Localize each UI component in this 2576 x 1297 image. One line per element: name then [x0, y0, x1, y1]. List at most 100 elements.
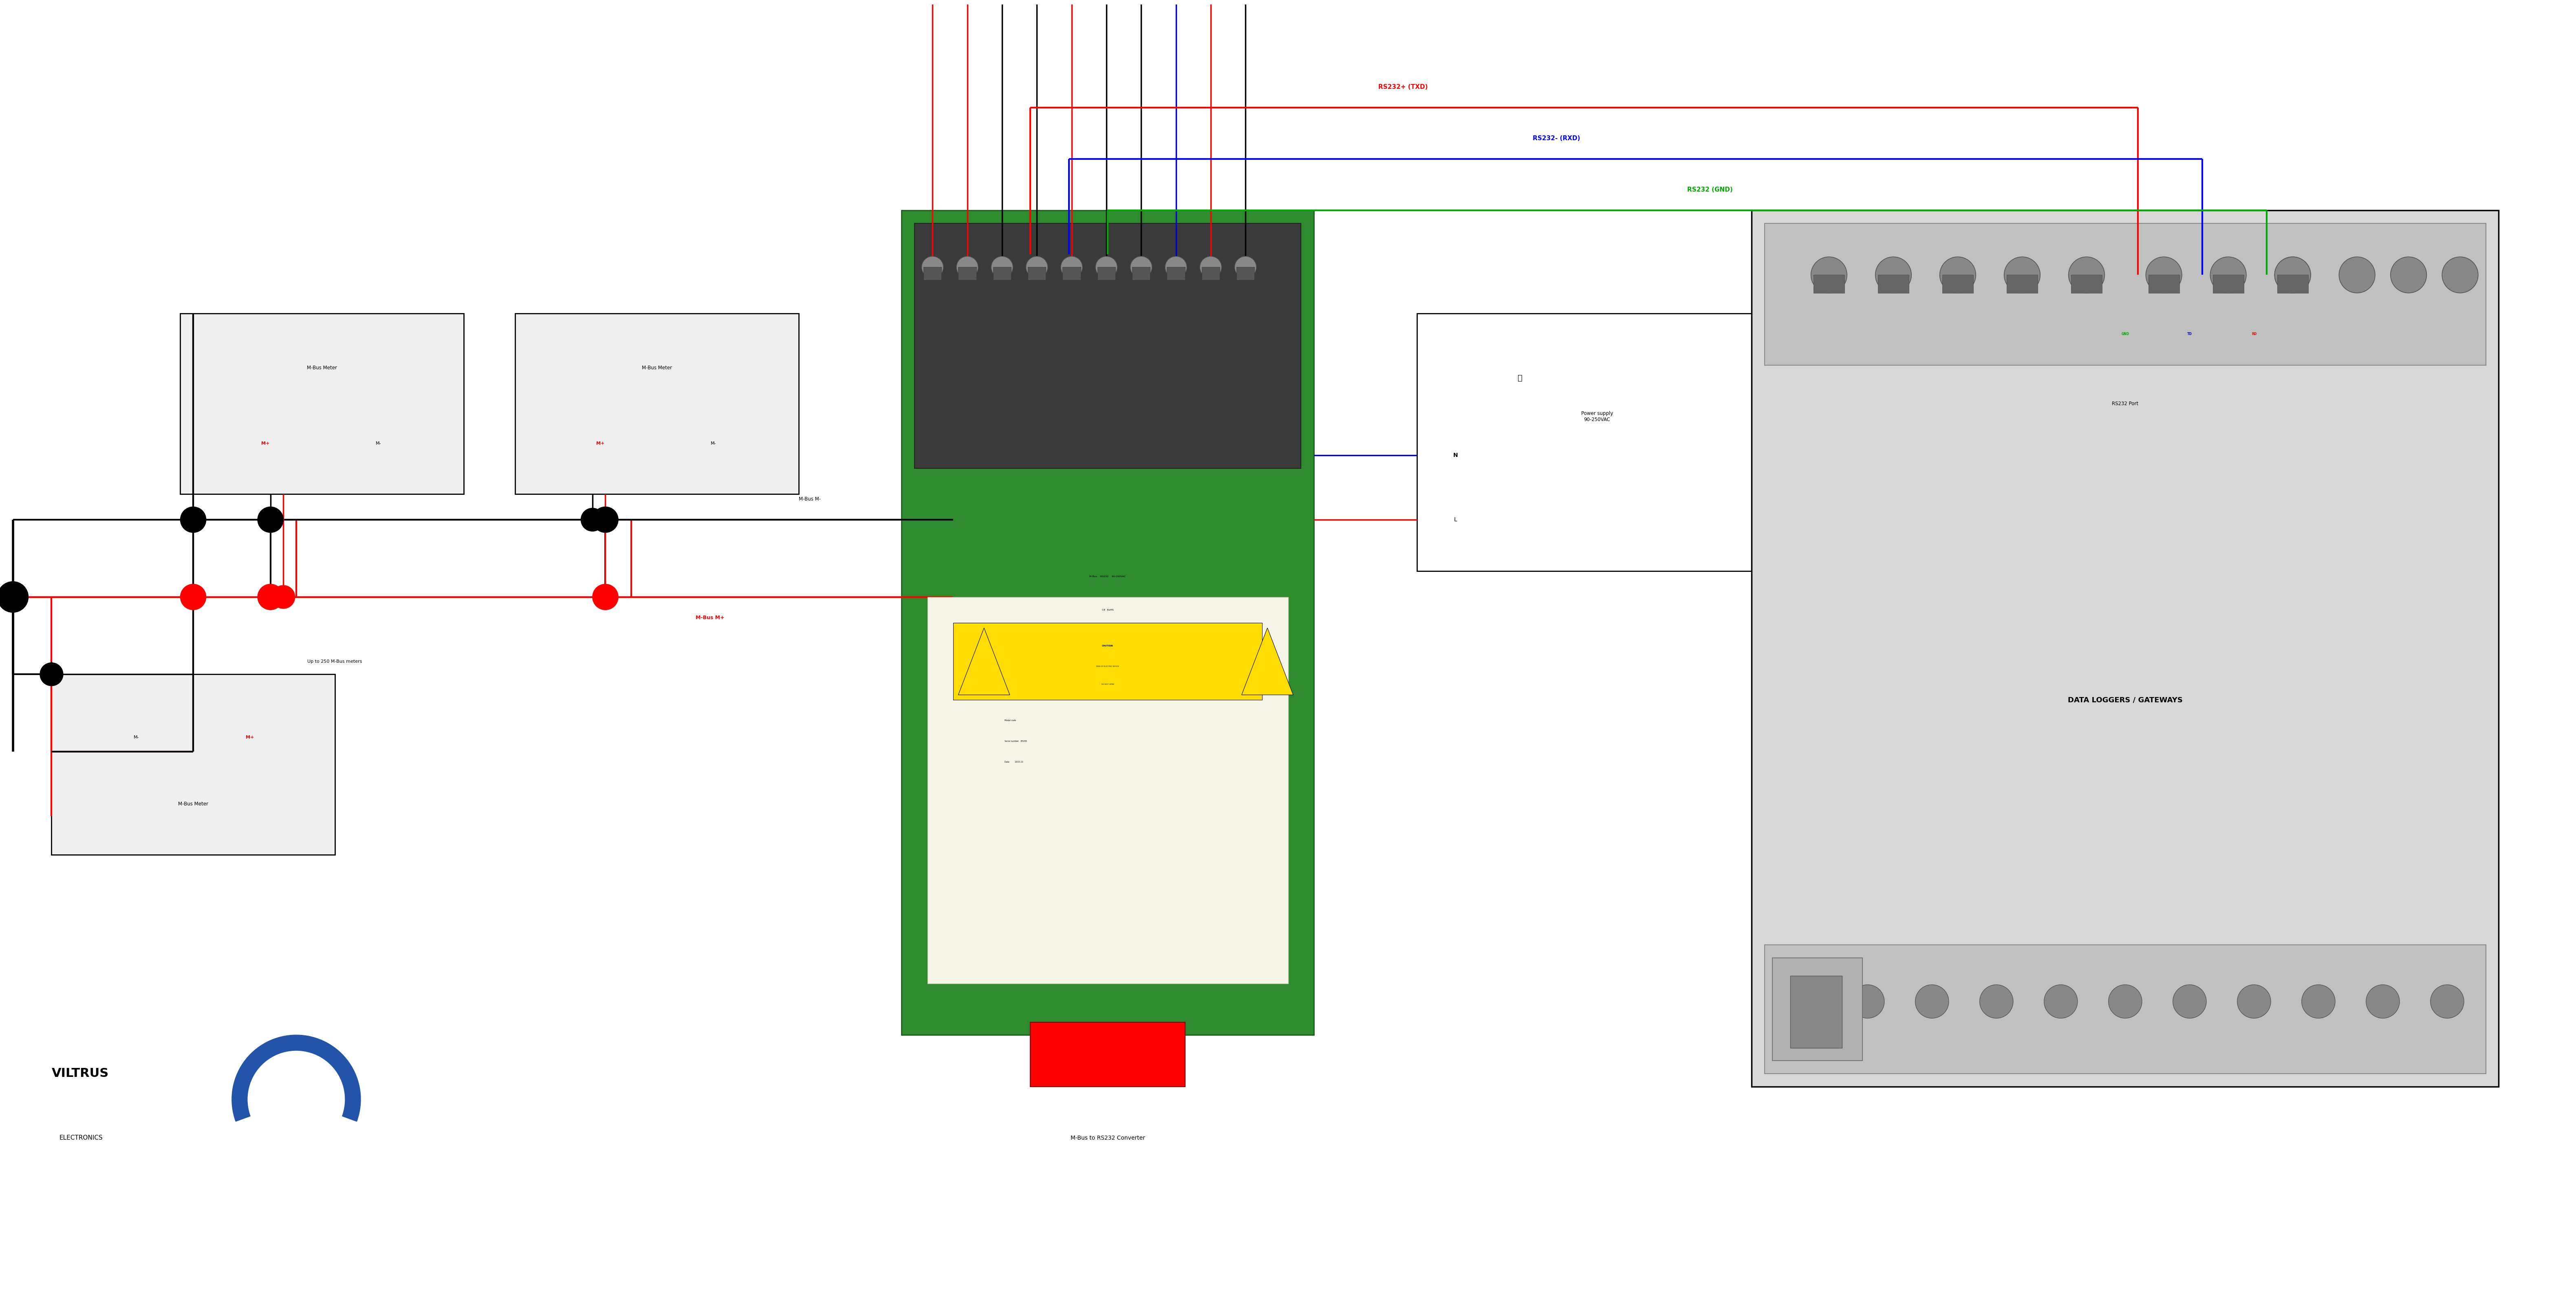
Circle shape — [2300, 984, 2334, 1018]
Circle shape — [1850, 984, 1886, 1018]
Circle shape — [2391, 257, 2427, 293]
FancyBboxPatch shape — [1942, 275, 1973, 293]
Circle shape — [2429, 984, 2463, 1018]
Circle shape — [1095, 257, 1118, 278]
FancyBboxPatch shape — [1097, 267, 1115, 280]
Circle shape — [2045, 984, 2079, 1018]
FancyBboxPatch shape — [994, 267, 1010, 280]
Text: M-: M- — [376, 441, 381, 445]
FancyBboxPatch shape — [1200, 267, 1221, 280]
Text: CE  RoHS: CE RoHS — [1103, 608, 1113, 611]
Text: RS232- (RXD): RS232- (RXD) — [1533, 135, 1579, 141]
Text: RS232+ (TXD): RS232+ (TXD) — [1378, 84, 1427, 89]
FancyBboxPatch shape — [2148, 275, 2179, 293]
Circle shape — [2210, 257, 2246, 293]
FancyBboxPatch shape — [927, 597, 1288, 983]
Text: RD: RD — [2251, 332, 2257, 336]
FancyBboxPatch shape — [2213, 275, 2244, 293]
Text: M-Bus    RS232    90-250VAC: M-Bus RS232 90-250VAC — [1090, 576, 1126, 577]
Text: RISK OF ELECTRIC SHOCK: RISK OF ELECTRIC SHOCK — [1097, 665, 1118, 668]
Circle shape — [2339, 257, 2375, 293]
Wedge shape — [232, 1035, 361, 1122]
Text: N: N — [1453, 453, 1458, 458]
FancyBboxPatch shape — [922, 267, 943, 280]
Circle shape — [258, 508, 283, 532]
Text: M-Bus Meter: M-Bus Meter — [641, 364, 672, 371]
Circle shape — [2107, 984, 2143, 1018]
Circle shape — [2004, 257, 2040, 293]
Circle shape — [1131, 257, 1151, 278]
Text: Power supply
90-250VAC: Power supply 90-250VAC — [1582, 411, 1613, 423]
Text: M-: M- — [711, 441, 716, 445]
Circle shape — [0, 581, 28, 612]
Text: CAUTION: CAUTION — [1103, 645, 1113, 647]
Text: L: L — [1453, 516, 1458, 523]
Text: M+: M+ — [595, 441, 605, 445]
Circle shape — [1940, 257, 1976, 293]
Text: M-Bus to RS232 Converter: M-Bus to RS232 Converter — [1072, 1135, 1144, 1141]
Circle shape — [2069, 257, 2105, 293]
FancyBboxPatch shape — [1878, 275, 1909, 293]
FancyBboxPatch shape — [1772, 957, 1862, 1061]
Circle shape — [956, 257, 979, 278]
FancyBboxPatch shape — [2007, 275, 2038, 293]
Circle shape — [1025, 257, 1048, 278]
Circle shape — [41, 663, 64, 686]
Text: M+: M+ — [245, 735, 255, 739]
Circle shape — [1914, 984, 1950, 1018]
Circle shape — [1811, 257, 1847, 293]
Circle shape — [258, 507, 283, 533]
Text: M-Bus M-: M-Bus M- — [799, 497, 822, 502]
Text: RS232 (GND): RS232 (GND) — [1687, 187, 1734, 193]
FancyBboxPatch shape — [1765, 223, 2486, 364]
FancyBboxPatch shape — [2071, 275, 2102, 293]
Text: VILTRUS: VILTRUS — [52, 1067, 108, 1079]
Circle shape — [592, 585, 618, 608]
FancyBboxPatch shape — [914, 223, 1301, 468]
Circle shape — [2275, 257, 2311, 293]
Circle shape — [2146, 257, 2182, 293]
Circle shape — [1978, 984, 2014, 1018]
Circle shape — [2365, 984, 2401, 1018]
FancyBboxPatch shape — [1030, 1022, 1185, 1087]
FancyBboxPatch shape — [1167, 267, 1185, 280]
Circle shape — [592, 584, 618, 610]
Text: Date         2015.10: Date 2015.10 — [1005, 761, 1023, 763]
Text: RS232 Port: RS232 Port — [2112, 401, 2138, 406]
FancyBboxPatch shape — [1236, 267, 1255, 280]
Circle shape — [2236, 984, 2272, 1018]
Text: M-Bus M+: M-Bus M+ — [696, 615, 724, 620]
Polygon shape — [1242, 628, 1293, 695]
Text: M-Bus Meter: M-Bus Meter — [307, 364, 337, 371]
Text: Up to 250 M-Bus meters: Up to 250 M-Bus meters — [307, 659, 363, 664]
Polygon shape — [958, 628, 1010, 695]
Text: ELECTRONICS: ELECTRONICS — [59, 1135, 103, 1141]
Circle shape — [180, 584, 206, 610]
FancyBboxPatch shape — [1752, 210, 2499, 1087]
FancyBboxPatch shape — [1417, 314, 1777, 571]
Text: DO NOT OPEN: DO NOT OPEN — [1103, 684, 1113, 685]
Circle shape — [922, 257, 943, 278]
Circle shape — [992, 257, 1012, 278]
Circle shape — [2275, 257, 2311, 293]
Circle shape — [2442, 257, 2478, 293]
Text: DATA LOGGERS / GATEWAYS: DATA LOGGERS / GATEWAYS — [2069, 696, 2182, 704]
Circle shape — [1200, 257, 1221, 278]
FancyBboxPatch shape — [515, 314, 799, 494]
Text: M-Bus Meter: M-Bus Meter — [178, 802, 209, 807]
FancyBboxPatch shape — [52, 674, 335, 855]
Circle shape — [258, 584, 283, 610]
Text: TD: TD — [2187, 332, 2192, 336]
FancyBboxPatch shape — [180, 314, 464, 494]
FancyBboxPatch shape — [1765, 944, 2486, 1074]
FancyBboxPatch shape — [1133, 267, 1151, 280]
FancyBboxPatch shape — [2277, 275, 2308, 293]
FancyBboxPatch shape — [1790, 975, 1842, 1048]
Circle shape — [273, 585, 294, 608]
Circle shape — [2174, 984, 2208, 1018]
Text: ⏚: ⏚ — [1517, 374, 1522, 381]
Text: Model code: Model code — [1005, 720, 1015, 721]
Text: Serial number   85205: Serial number 85205 — [1005, 741, 1028, 742]
Circle shape — [1234, 257, 1257, 278]
Text: GND: GND — [2120, 332, 2130, 336]
